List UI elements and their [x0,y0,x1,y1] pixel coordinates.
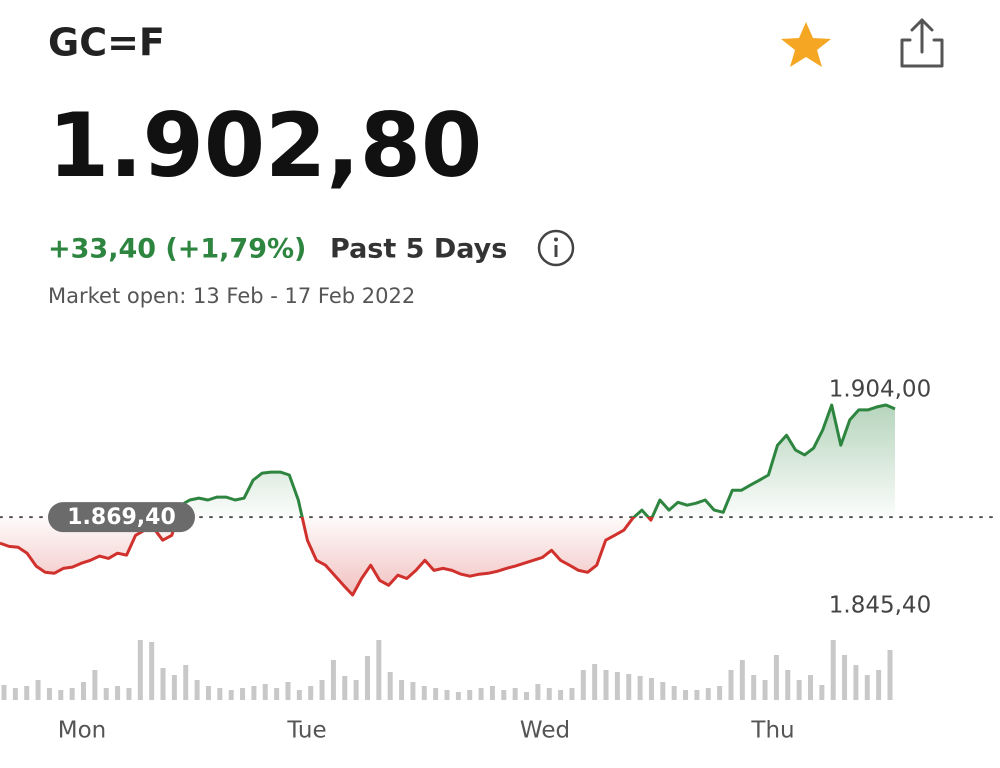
volume-bar [330,660,336,700]
volume-bar [46,688,52,700]
volume-bar [308,686,314,700]
reference-label: 1.869,40 [67,505,176,530]
share-button[interactable] [900,18,944,68]
price-area [0,405,895,595]
volume-bar [762,680,768,700]
volume-bar [887,650,893,700]
x-tick-label: Mon [58,718,107,744]
volume-bar [296,690,302,700]
volume-bar [773,655,779,700]
volume-bar [205,686,211,700]
volume-bar [864,675,870,700]
favorite-star[interactable] [781,22,831,67]
volume-bar [728,670,734,700]
volume-bar [387,672,393,700]
volume-bar [592,664,598,700]
volume-bar [819,685,825,700]
volume-bar [171,675,177,700]
volume-bar [830,640,836,700]
volume-bar [251,686,257,700]
volume-bar [342,676,348,700]
volume-bar [376,640,382,700]
volume-bar [717,686,723,700]
volume-bar [501,690,507,700]
volume-bar [81,682,87,700]
volume-bar [603,670,609,700]
volume-bar [512,688,518,700]
volume-bar [660,682,666,700]
volume-bar [807,675,813,700]
volume-bar [842,655,848,700]
volume-bar [444,690,450,700]
volume-bar [319,680,325,700]
volume-bar [115,686,121,700]
volume-bar [24,686,30,700]
volume-bar [194,680,200,700]
volume-bar [240,688,246,700]
volume-bar [751,675,757,700]
volume-bar [648,678,654,700]
volume-bar [467,690,473,700]
volume-bar [671,686,677,700]
volume-bar [637,676,643,700]
volume-bar [274,688,280,700]
y-tick-label: 1.845,40 [829,593,931,619]
volume-bar [364,656,370,700]
volume-bar [1,685,7,700]
volume-bar [353,680,359,700]
volume-bar [478,688,484,700]
period: Past 5 Days [330,234,507,265]
volume-bar [137,640,143,700]
volume-bar [853,665,859,700]
volume-bar [217,688,223,700]
volume-bar [433,688,439,700]
volume-bar [614,672,620,700]
reference-pill [48,502,195,533]
volume-bar [558,690,564,700]
volume-bar [546,688,552,700]
symbol: GC=F [48,21,165,65]
volume-bar [92,670,98,700]
volume-bar [262,684,268,700]
volume-bar [785,670,791,700]
volume-bar [535,684,541,700]
volume-bar [683,690,689,700]
volume-bar [410,682,416,700]
volume-bar [35,680,41,700]
volume-bar [626,674,632,700]
volume-bar [455,692,461,700]
volume-bar [569,688,575,700]
volume-bar [228,690,234,700]
volume-bar [160,668,166,700]
volume-bar [149,642,155,700]
volume-bar [399,680,405,700]
volume-bar [739,660,745,700]
x-tick-label: Thu [750,718,794,744]
volume-bar [183,665,189,700]
x-tick-label: Tue [286,718,326,744]
volume-bar [580,670,586,700]
volume-bar [694,690,700,700]
volume-bar [58,690,64,700]
market-open: Market open: 13 Feb - 17 Feb 2022 [48,284,415,308]
volume-bar [705,688,711,700]
volume-bar [489,686,495,700]
volume-bar [103,688,109,700]
info-button[interactable] [537,229,575,267]
volume-bar [285,682,291,700]
price: 1.902,80 [48,94,482,197]
volume-bar [421,686,427,700]
x-tick-label: Wed [520,718,570,744]
volume-bar [876,670,882,700]
volume-bar [69,688,75,700]
volume-bar [126,688,132,700]
volume-bar [796,680,802,700]
change: +33,40 (+1,79%) [48,234,306,265]
y-tick-label: 1.904,00 [829,377,931,403]
volume-bar [12,688,18,700]
volume-bar [524,692,530,700]
